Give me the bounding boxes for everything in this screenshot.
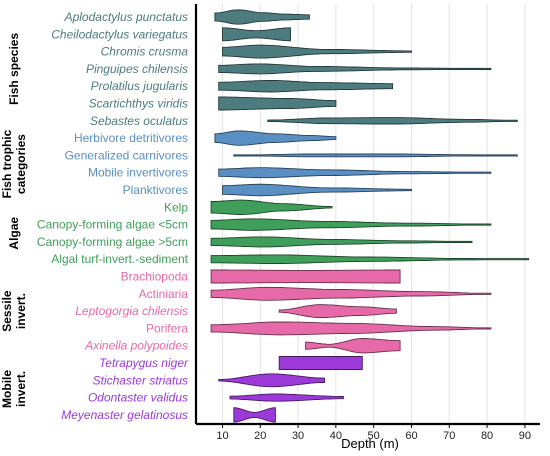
category-label: Kelp bbox=[164, 200, 188, 214]
category-label: Meyenaster gelatinosus bbox=[61, 408, 188, 422]
group-label: Fish species bbox=[7, 33, 21, 105]
x-tick-label: 80 bbox=[481, 430, 493, 442]
violin-shape bbox=[229, 393, 344, 402]
category-label: Mobile invertivores bbox=[88, 166, 188, 180]
group-label-line: categories bbox=[14, 134, 28, 194]
violin-shape bbox=[278, 356, 363, 370]
category-label: Porifera bbox=[146, 321, 188, 335]
violin-shape bbox=[233, 407, 276, 423]
violin-shape bbox=[210, 286, 492, 301]
violin-shape bbox=[218, 167, 492, 179]
x-tick-label: 10 bbox=[216, 430, 228, 442]
x-tick-label: 90 bbox=[519, 430, 531, 442]
category-label: Stichaster striatus bbox=[93, 373, 188, 387]
category-label: Cheilodactylus variegatus bbox=[51, 27, 188, 41]
x-tick-label: 20 bbox=[254, 430, 266, 442]
x-tick-label: 40 bbox=[330, 430, 342, 442]
group-label-line: Fish trophic bbox=[0, 129, 14, 198]
violin-shape bbox=[233, 153, 518, 158]
category-label: Canopy-forming algae >5cm bbox=[37, 235, 188, 249]
violin-shape bbox=[305, 338, 401, 354]
category-label: Odontaster validus bbox=[88, 391, 188, 405]
violin-shape bbox=[267, 117, 518, 125]
group-label: Mobileinvert. bbox=[0, 370, 28, 408]
group-label-line: Mobile bbox=[0, 370, 14, 408]
category-label: Prolatilus jugularis bbox=[91, 79, 188, 93]
x-axis: 10 20 30 40 50 60 70 80 90 bbox=[194, 4, 540, 442]
violin-shape bbox=[222, 27, 291, 42]
violin-shape bbox=[278, 304, 397, 319]
group-labels: Fish species Fish trophiccategories Algae S… bbox=[0, 33, 28, 408]
x-tick-label: 70 bbox=[443, 430, 455, 442]
violin-shape bbox=[222, 44, 412, 59]
violin-shape bbox=[210, 254, 530, 264]
category-label: Herbivore detritivores bbox=[74, 131, 188, 145]
violin-shape bbox=[218, 79, 394, 93]
violin-shape bbox=[210, 218, 492, 231]
category-label: Brachiopoda bbox=[121, 270, 189, 284]
category-label: Aplodactylus punctatus bbox=[64, 10, 188, 24]
category-label: Chromis crusma bbox=[101, 45, 189, 59]
group-label-line: Algae bbox=[7, 217, 21, 250]
category-label: Planktivores bbox=[123, 183, 188, 197]
x-tick-label: 50 bbox=[368, 430, 380, 442]
category-labels: Aplodactylus punctatus Cheilodactylus var… bbox=[37, 10, 189, 422]
category-label: Pinguipes chilensis bbox=[86, 62, 188, 76]
x-tick-label: 30 bbox=[292, 430, 304, 442]
category-label: Tetrapygus niger bbox=[99, 356, 189, 370]
violin-shape bbox=[218, 63, 492, 75]
group-label-line: invert. bbox=[14, 371, 28, 407]
group-label-line: Sessile bbox=[0, 290, 14, 332]
category-label: Sebastes oculatus bbox=[90, 114, 188, 128]
x-tick-label: 60 bbox=[405, 430, 417, 442]
category-label: Axinella polypoides bbox=[84, 339, 188, 353]
group-label-line: Fish species bbox=[7, 33, 21, 105]
category-label: Generalized carnivores bbox=[65, 148, 188, 162]
violin-shape bbox=[218, 373, 325, 388]
group-label: Fish trophiccategories bbox=[0, 129, 28, 198]
group-label: Sessileinvert. bbox=[0, 290, 28, 332]
group-label: Algae bbox=[7, 217, 21, 250]
violin-shape bbox=[210, 321, 492, 336]
group-label-line: invert. bbox=[14, 293, 28, 329]
category-label: Leptogorgia chilensis bbox=[75, 304, 188, 318]
category-label: Scartichthys viridis bbox=[89, 97, 188, 111]
violin-shape bbox=[214, 130, 337, 146]
violin-shape bbox=[210, 199, 333, 215]
category-label: Canopy-forming algae <5cm bbox=[37, 218, 188, 232]
category-label: Algal turf-invert.-sediment bbox=[51, 252, 188, 266]
violin-shape bbox=[214, 9, 310, 25]
violin-shape bbox=[222, 183, 412, 197]
x-axis-title: Depth (m) bbox=[341, 436, 399, 451]
category-label: Actiniaria bbox=[139, 287, 189, 301]
violin-shape bbox=[210, 236, 473, 248]
violin-shape bbox=[218, 96, 337, 111]
violin-shape bbox=[210, 269, 401, 284]
violins bbox=[210, 9, 530, 423]
